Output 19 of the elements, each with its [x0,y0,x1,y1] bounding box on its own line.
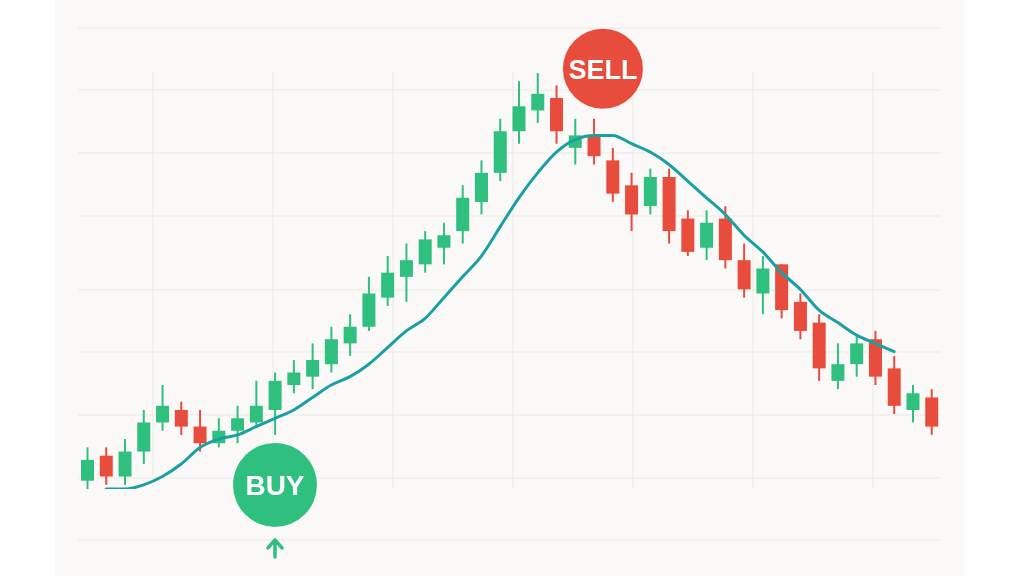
candlestick [437,221,451,266]
candlestick [99,446,113,486]
candlestick [906,384,920,424]
candlestick [343,313,357,357]
candlestick [231,404,245,445]
candlestick [193,408,207,453]
candlestick [174,400,188,436]
candlestick [249,379,263,428]
candlestick [587,117,601,166]
candlestick [399,242,413,303]
candlestick [156,384,170,432]
annotation: SELL [568,54,638,85]
candlestick [306,342,320,391]
candlestick [531,73,545,124]
candlestick [81,446,94,489]
annotation: BUY [245,469,305,501]
candlestick [850,334,864,378]
candlestick [831,342,845,391]
candlestick [287,359,301,395]
